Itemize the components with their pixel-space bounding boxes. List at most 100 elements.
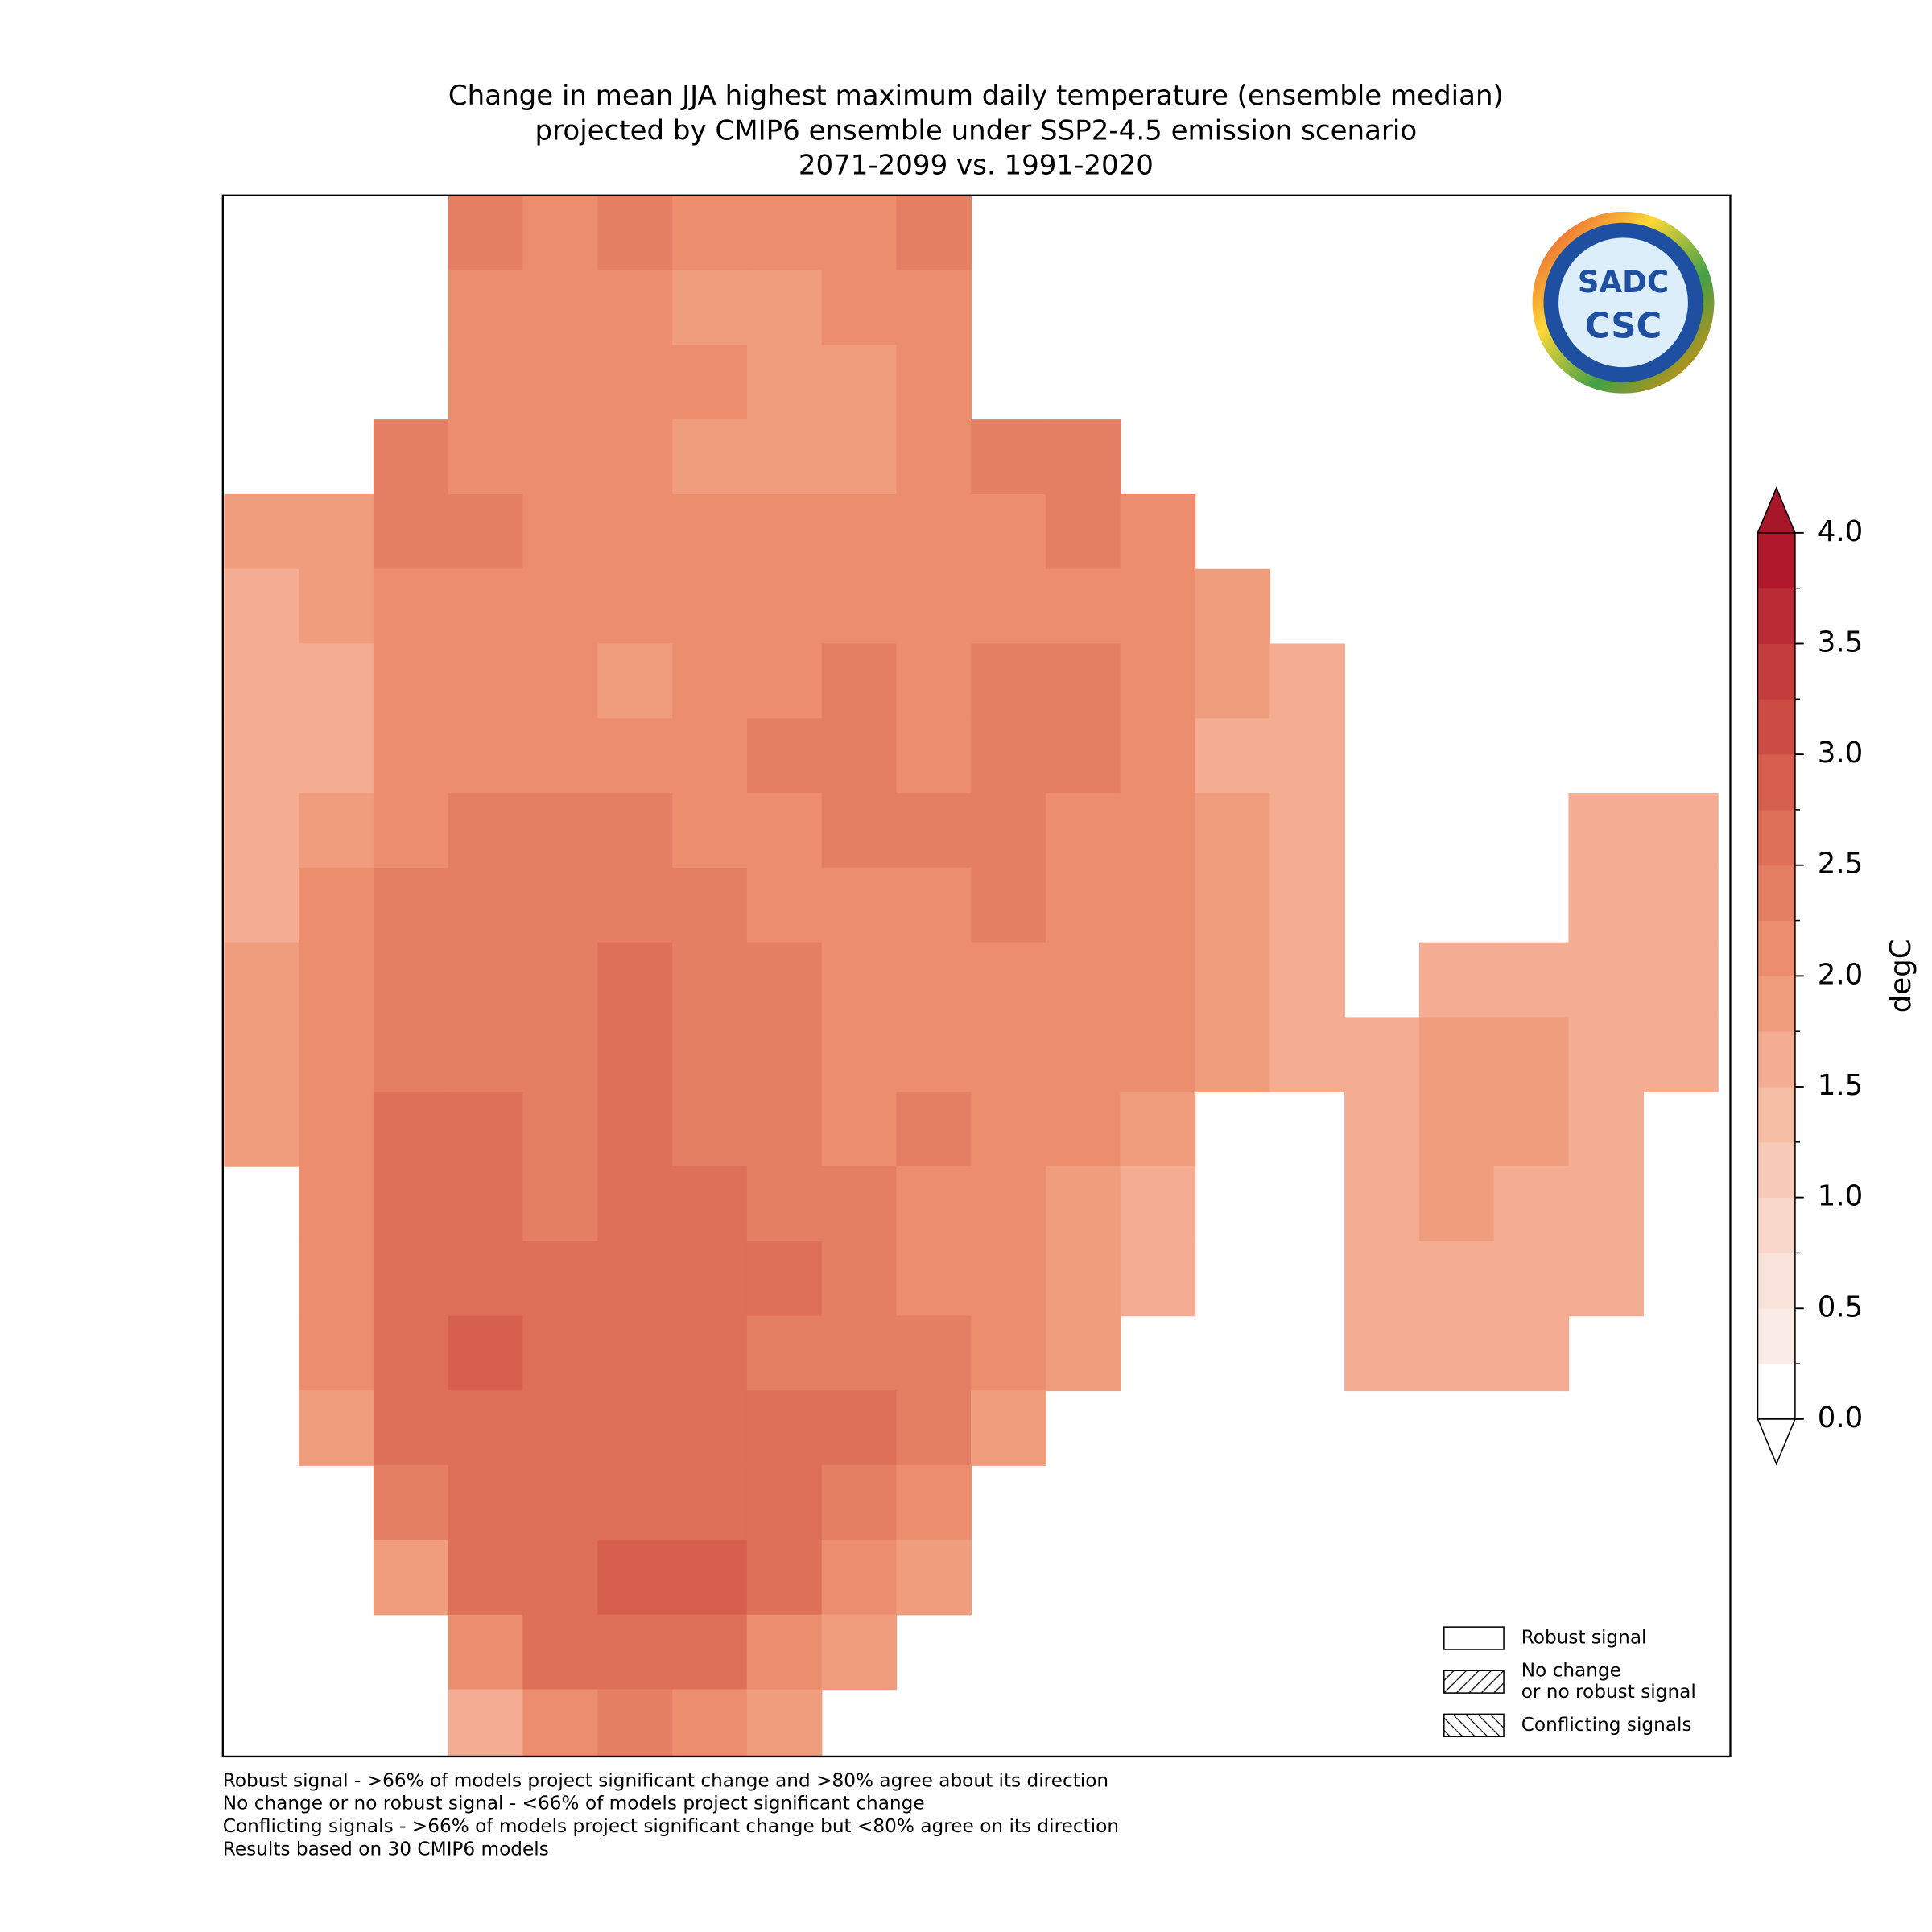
footnote: No change or no robust signal - <66% of … (223, 1793, 925, 1814)
map-cell (896, 718, 972, 794)
map-cell (448, 1689, 524, 1757)
map-cell (821, 1315, 898, 1392)
map-cell (821, 195, 898, 271)
map-frame (221, 194, 1732, 1758)
map-cell (1195, 568, 1271, 645)
map-cell (896, 1390, 972, 1466)
legend-swatch (1443, 1626, 1505, 1650)
map-cell (1195, 867, 1271, 943)
legend-swatch (1443, 1670, 1505, 1694)
map-cell (821, 1539, 898, 1616)
map-cell (597, 867, 673, 943)
map-cell (1568, 1092, 1645, 1167)
colorbar: 0.0 0.5 1.0 1.5 2.0 2.5 3.0 3.5 4.0 degC (1757, 486, 1918, 1466)
map-cell (672, 568, 748, 645)
map-cell (448, 195, 524, 271)
map-cell (597, 942, 673, 1018)
map-cell (224, 568, 299, 645)
colorbar-extend-over (1757, 486, 1797, 534)
map-cell (746, 867, 823, 943)
map-cell (597, 718, 673, 794)
map-cell (971, 419, 1046, 495)
map-cell (1045, 419, 1121, 495)
map-cell (971, 1315, 1046, 1392)
map-cell (1568, 1241, 1645, 1317)
map-cell (448, 867, 524, 943)
colorbar-label: degC (1885, 939, 1918, 1013)
map-cell (373, 1390, 449, 1466)
map-cell (821, 942, 898, 1018)
map-cell (672, 718, 748, 794)
map-cell (448, 1241, 524, 1317)
map-cell (896, 1017, 972, 1092)
map-cell (1269, 942, 1345, 1018)
map-cell (1045, 493, 1121, 570)
map-cell (672, 942, 748, 1018)
map-cell (672, 1241, 748, 1317)
map-cell (373, 568, 449, 645)
chart-title: 2071-2099 vs. 1991-2020 (799, 150, 1154, 182)
map-cell (522, 1092, 599, 1167)
map-cell (1045, 718, 1121, 794)
map-cell (597, 1689, 673, 1757)
map-cell (224, 793, 299, 869)
map-cell (821, 867, 898, 943)
colorbar-tick-label: 3.0 (1818, 737, 1864, 770)
colorbar-tick-label: 4.0 (1818, 515, 1864, 548)
map-cell (821, 1092, 898, 1167)
map-cell (224, 942, 299, 1018)
map-cell (746, 1315, 823, 1392)
map-cell (672, 345, 748, 420)
map-cell (746, 1017, 823, 1092)
map-cell (672, 419, 748, 495)
map-cell (672, 1315, 748, 1392)
colorbar-tick-label: 3.5 (1818, 625, 1864, 658)
legend-label: Conflicting signals (1521, 1714, 1692, 1736)
map-cell (971, 493, 1046, 570)
colorbar-band (1757, 1253, 1795, 1309)
map-cell (1120, 1017, 1196, 1092)
map-cell (971, 867, 1046, 943)
map-cell (896, 1166, 972, 1242)
map-cell (896, 568, 972, 645)
map-cell (971, 1092, 1046, 1167)
map-cell (821, 1465, 898, 1541)
map-cell (299, 1017, 374, 1092)
map-cell (448, 942, 524, 1018)
map-cell (448, 718, 524, 794)
colorbar-tick-label: 2.5 (1818, 848, 1864, 881)
chart-title: Change in mean JJA highest maximum daily… (448, 80, 1504, 112)
map-cell (896, 1092, 972, 1167)
map-cell (821, 493, 898, 570)
map-grid (224, 195, 1719, 1757)
map-cell (1418, 1241, 1495, 1317)
map-cell (672, 1390, 748, 1466)
map-cell (1120, 867, 1196, 943)
colorbar-band (1757, 1364, 1795, 1420)
map-cell (1344, 1092, 1420, 1167)
map-cell (522, 1390, 599, 1466)
map-cell (971, 1017, 1046, 1092)
map-cell (971, 1241, 1046, 1317)
map-cell (448, 493, 524, 570)
legend-label: No change (1521, 1660, 1621, 1682)
map-cell (672, 1166, 748, 1242)
map-cell (1045, 1166, 1121, 1242)
map-cell (746, 493, 823, 570)
map-cell (1643, 942, 1719, 1018)
map-cell (1045, 1017, 1121, 1092)
map-cell (522, 1539, 599, 1616)
map-cell (1568, 867, 1645, 943)
map-cell (672, 1017, 748, 1092)
map-cell (746, 643, 823, 720)
map-cell (373, 1092, 449, 1167)
map-cell (1195, 643, 1271, 720)
map-cell (746, 195, 823, 271)
logo-text: CSC (1585, 307, 1662, 347)
footnote: Results based on 30 CMIP6 models (223, 1838, 549, 1860)
colorbar-band (1757, 532, 1795, 589)
map-cell (746, 1092, 823, 1167)
colorbar-band (1757, 1141, 1795, 1199)
map-cell (896, 345, 972, 420)
